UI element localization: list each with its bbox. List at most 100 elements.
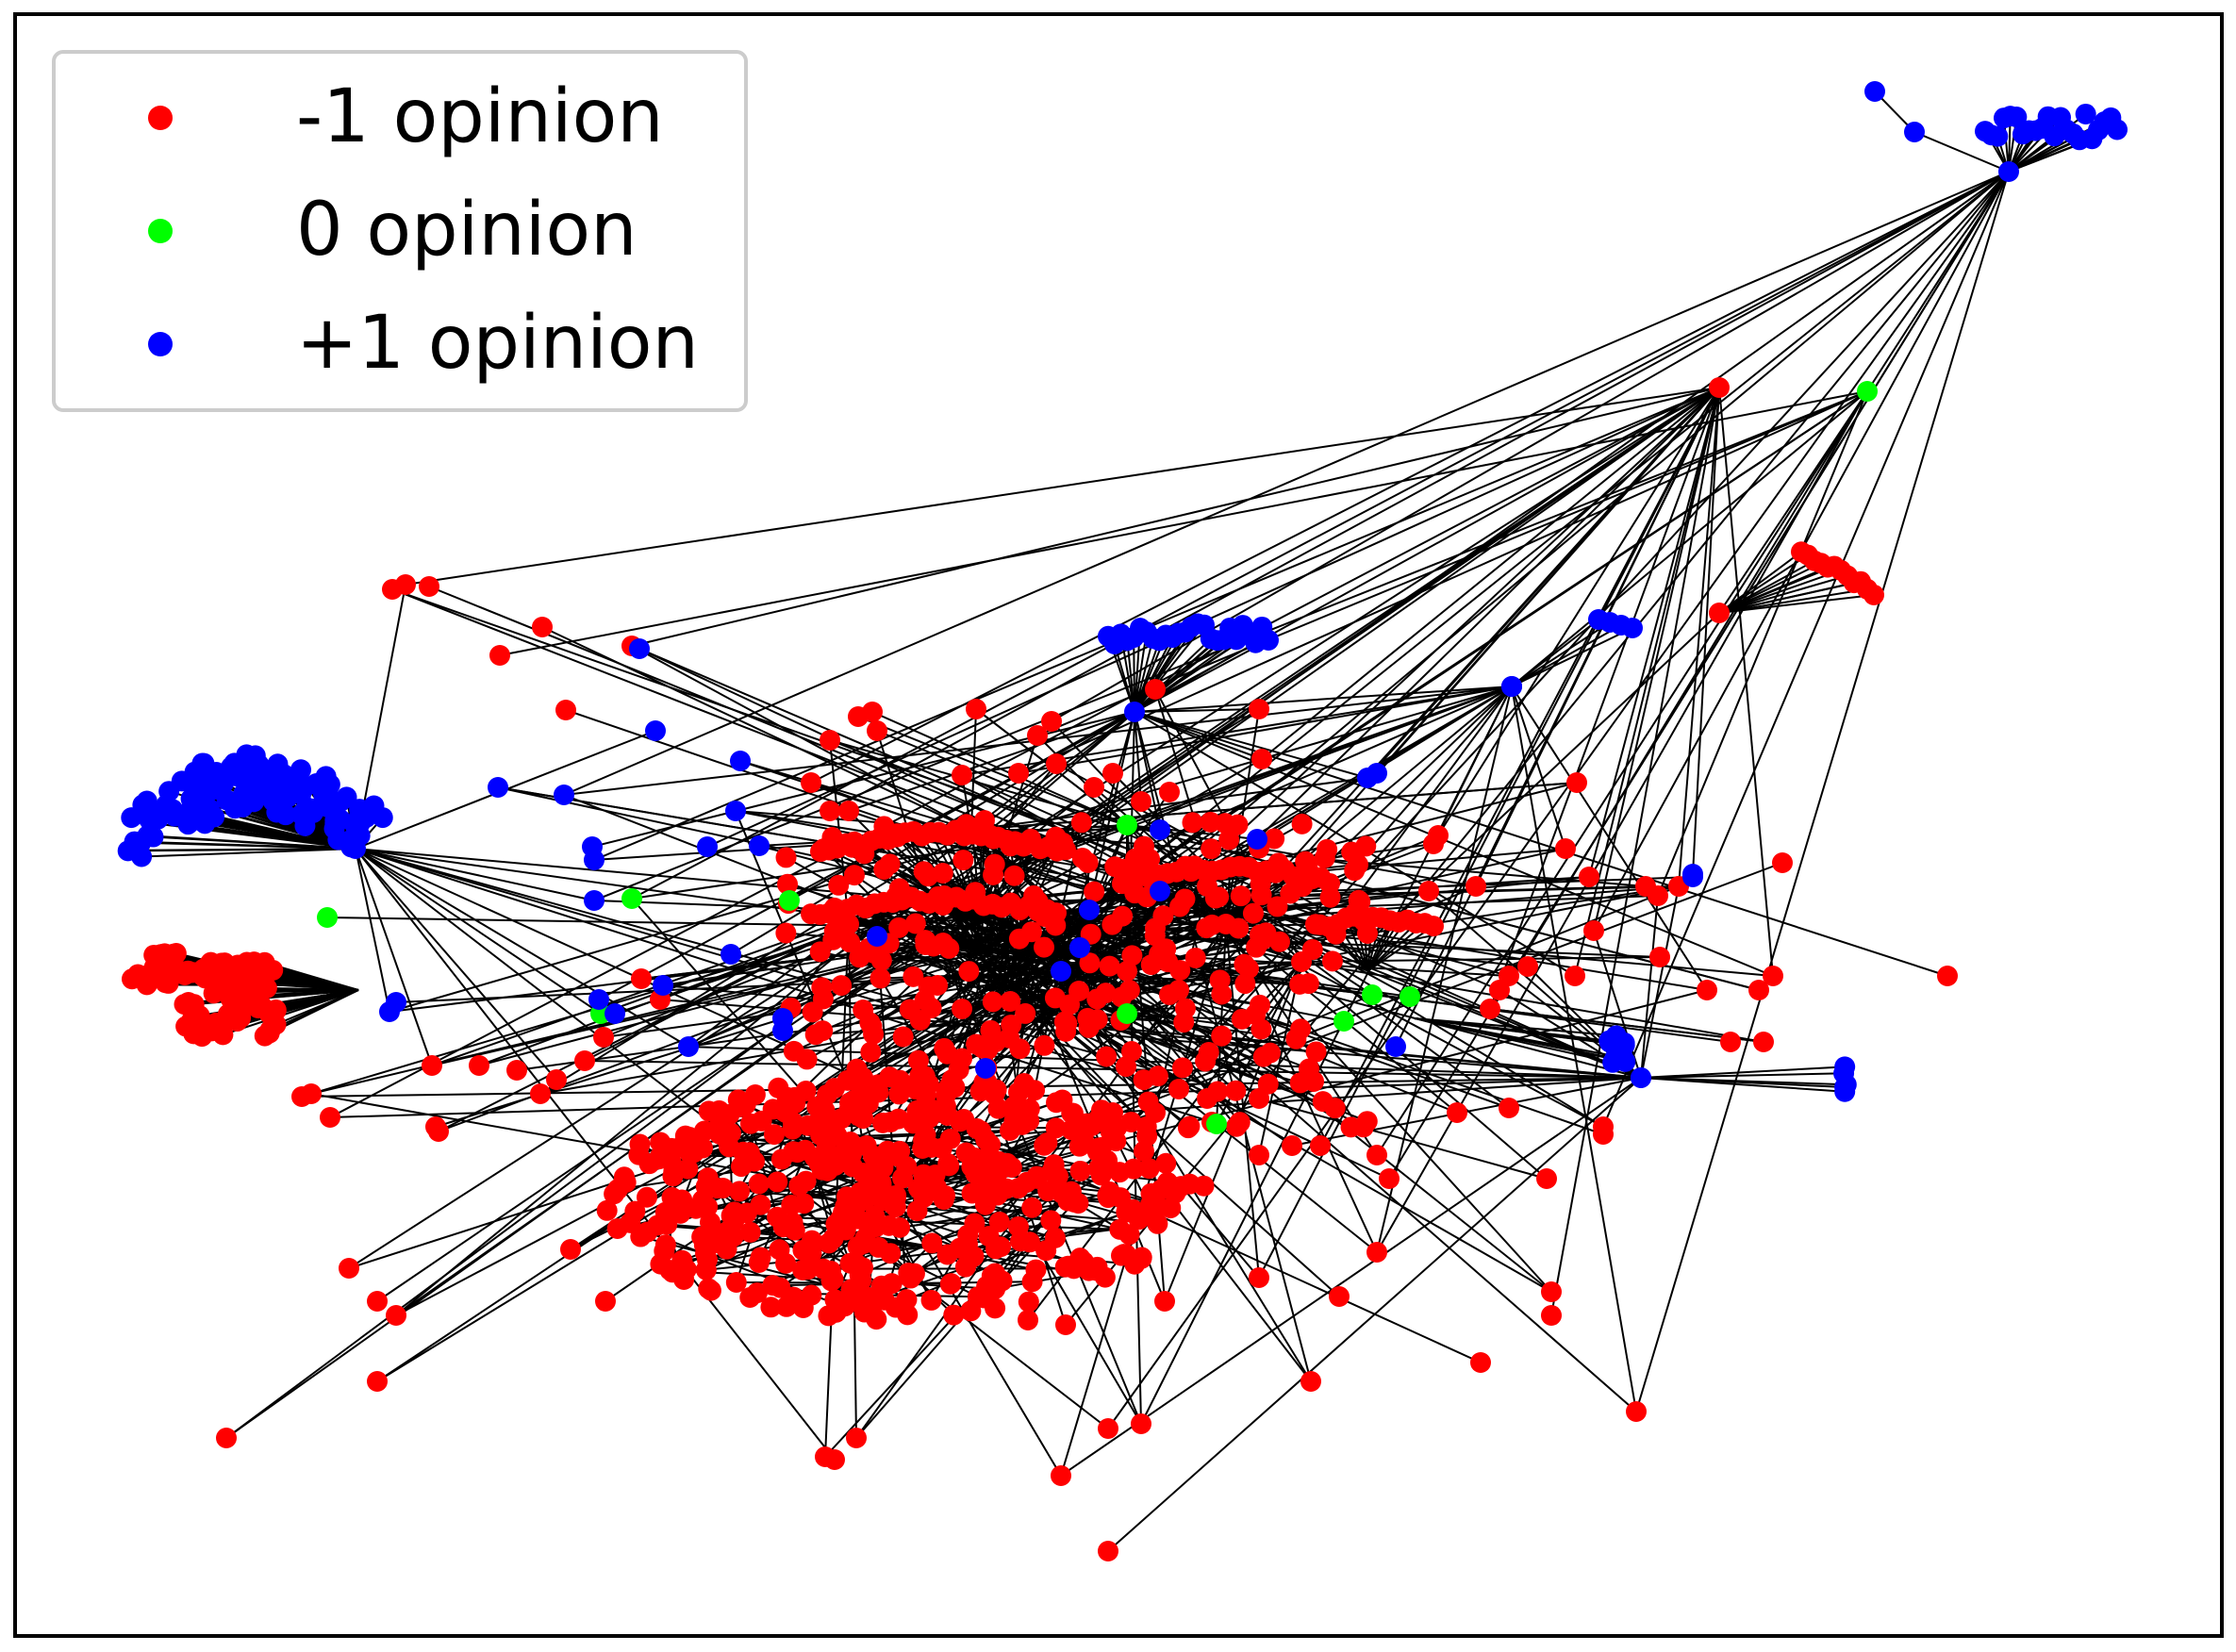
node-negative-opinion [867,720,887,741]
node-negative-opinion [1340,1116,1362,1138]
node-positive-opinion [867,926,887,947]
node-negative-opinion [985,1297,1006,1319]
network-edge [659,999,1642,1079]
node-negative-opinion [693,1120,715,1142]
network-edge [810,171,2010,784]
network-edge [1657,390,1868,897]
network-edge [1134,637,1154,713]
node-negative-opinion [985,1238,1006,1260]
node-negative-opinion [763,1124,785,1146]
network-edge [1718,593,1875,614]
node-negative-opinion [1300,1371,1321,1392]
node-negative-opinion [1418,881,1439,901]
network-edge [141,848,356,858]
node-negative-opinion [982,991,1003,1013]
node-negative-opinion [886,1187,906,1208]
node-negative-opinion [1541,1281,1562,1302]
node-negative-opinion [1356,1111,1378,1132]
node-negative-opinion [870,967,891,989]
node-neutral-opinion [1206,1114,1227,1134]
network-edge [1134,711,1774,977]
node-positive-opinion [238,745,259,767]
node-negative-opinion [880,1111,902,1132]
node-positive-opinion [730,751,751,771]
node-negative-opinion [628,1144,650,1165]
node-negative-opinion [1249,1088,1269,1109]
network-edge [848,923,1390,1180]
node-negative-opinion [817,1160,838,1181]
node-negative-opinion [419,576,439,597]
node-negative-opinion [1145,679,1166,700]
node-negative-opinion [691,1226,713,1247]
node-negative-opinion [216,1428,237,1448]
node-negative-opinion [1290,1018,1312,1040]
network-edge [1718,580,1862,614]
network-edge [706,387,1720,848]
node-positive-opinion [1079,900,1100,920]
node-positive-opinion [720,944,741,965]
node-negative-opinion [920,1289,942,1311]
node-negative-opinion [386,1305,406,1326]
node-negative-opinion [243,951,265,973]
node-negative-opinion [1055,839,1076,861]
node-negative-opinion [885,1297,906,1318]
legend-label-neutral: 0 opinion [296,188,638,273]
node-positive-opinion [725,801,746,821]
node-negative-opinion [210,969,232,991]
node-negative-opinion [972,1037,994,1059]
node-negative-opinion [1086,1141,1108,1163]
node-negative-opinion [489,645,510,666]
node-negative-opinion [739,1113,761,1134]
node-negative-opinion [506,1060,527,1081]
node-negative-opinion [1321,950,1343,972]
node-negative-opinion [1084,777,1104,798]
node-negative-opinion [825,1214,847,1235]
node-negative-opinion [729,1181,751,1202]
node-negative-opinion [1499,966,1519,986]
node-negative-opinion [1242,902,1264,924]
node-negative-opinion [781,1194,803,1215]
node-negative-opinion [1555,838,1576,859]
node-negative-opinion [1008,763,1029,784]
node-negative-opinion [919,1107,940,1129]
node-negative-opinion [921,1232,943,1254]
node-positive-opinion [697,836,718,857]
node-negative-opinion [1018,1310,1038,1330]
node-positive-opinion [1247,829,1267,850]
node-negative-opinion [1168,980,1189,1000]
node-negative-opinion [1154,1291,1175,1312]
network-edge [970,777,1368,831]
node-negative-opinion [700,1280,721,1301]
node-negative-opinion [1046,902,1067,924]
node-negative-opinion [974,1194,996,1215]
node-negative-opinion [1201,838,1222,860]
network-edge [1134,711,1263,760]
node-negative-opinion [1649,947,1670,967]
node-positive-opinion [488,777,508,798]
node-negative-opinion [812,1020,834,1042]
network-edge [829,171,2010,812]
node-positive-opinion [1622,618,1643,638]
network-edge [141,841,356,850]
network-edge [1225,686,1513,925]
node-negative-opinion [1937,966,1958,986]
node-negative-opinion [983,864,1004,885]
node-negative-opinion [1310,1135,1331,1156]
network-edge [659,686,1513,1000]
node-negative-opinion [1366,1242,1387,1263]
node-negative-opinion [961,819,982,840]
network-edge [942,942,1764,1043]
node-positive-opinion [349,799,371,820]
node-negative-opinion [1027,725,1048,746]
network-edge [1065,171,2010,1326]
plot-frame [13,12,2224,1638]
network-edge [1718,562,1822,614]
node-negative-opinion [1249,1145,1269,1165]
node-negative-opinion [613,1171,635,1193]
node-negative-opinion [1171,1057,1193,1079]
node-negative-opinion [1111,1245,1133,1266]
node-negative-opinion [1007,1082,1029,1103]
node-negative-opinion [1566,772,1587,793]
node-negative-opinion [843,865,865,886]
